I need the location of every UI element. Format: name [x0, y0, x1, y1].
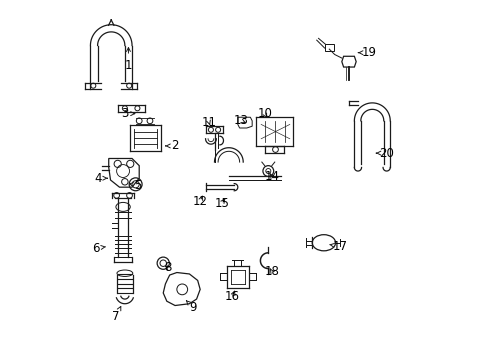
- Text: 2: 2: [166, 139, 179, 152]
- Text: 6: 6: [93, 242, 105, 255]
- Text: 16: 16: [225, 290, 240, 303]
- Text: 8: 8: [164, 261, 171, 274]
- Text: 1: 1: [124, 48, 132, 72]
- Text: 15: 15: [214, 197, 229, 210]
- Text: 14: 14: [265, 170, 279, 183]
- Text: 18: 18: [265, 265, 279, 278]
- Text: 10: 10: [257, 107, 272, 120]
- Text: 17: 17: [330, 240, 347, 253]
- Text: 3: 3: [121, 107, 135, 120]
- Text: 13: 13: [234, 114, 249, 127]
- Text: 9: 9: [186, 301, 197, 314]
- Text: 5: 5: [129, 179, 141, 192]
- Text: 4: 4: [94, 172, 107, 185]
- Bar: [324, 44, 334, 51]
- Text: 20: 20: [376, 147, 394, 159]
- Text: 19: 19: [358, 46, 376, 59]
- Text: 7: 7: [112, 306, 121, 323]
- Text: 12: 12: [193, 195, 208, 208]
- Text: 11: 11: [202, 116, 217, 129]
